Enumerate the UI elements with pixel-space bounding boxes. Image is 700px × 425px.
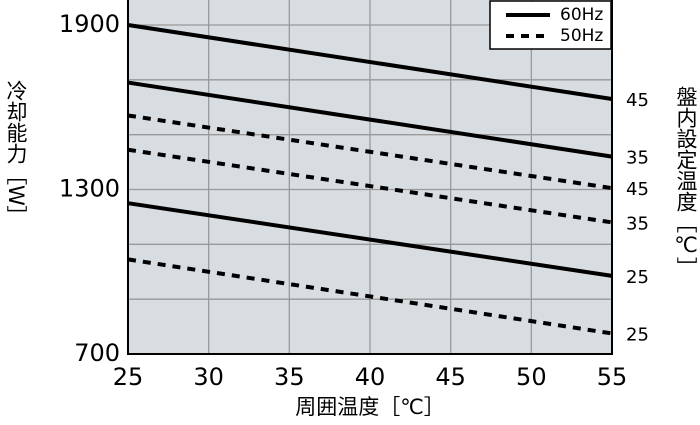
y2-axis-label: 盤内設定温度［℃］ (674, 86, 698, 278)
series-label: 25 (626, 267, 649, 288)
y-tick-label: 1900 (59, 10, 120, 38)
x-tick-label: 30 (193, 363, 224, 391)
x-tick-label: 25 (113, 363, 144, 391)
y-tick-label: 700 (74, 339, 120, 367)
line (127, 80, 613, 159)
axis-frame (127, 0, 613, 355)
line (127, 257, 613, 336)
x-tick-label: 50 (516, 363, 547, 391)
x-tick-label: 55 (597, 363, 628, 391)
series-label: 35 (626, 213, 649, 234)
line (127, 147, 613, 225)
x-tick-label: 35 (274, 363, 305, 391)
legend-box (489, 0, 612, 50)
series-label: 45 (626, 179, 649, 200)
series-label: 45 (626, 90, 649, 111)
line (127, 201, 613, 278)
series-label: 25 (626, 324, 649, 345)
line (127, 23, 613, 102)
y-axis-label: 冷却能力［W］ (4, 80, 28, 227)
line (127, 113, 613, 191)
y-tick-label: 1300 (59, 175, 120, 203)
legend-label: 50Hz (560, 26, 603, 46)
x-tick-label: 45 (435, 363, 466, 391)
x-axis-label: 周囲温度［℃］ (295, 395, 445, 419)
series-label: 35 (626, 148, 649, 169)
x-tick-label: 40 (355, 363, 386, 391)
legend-label: 60Hz (560, 5, 603, 25)
